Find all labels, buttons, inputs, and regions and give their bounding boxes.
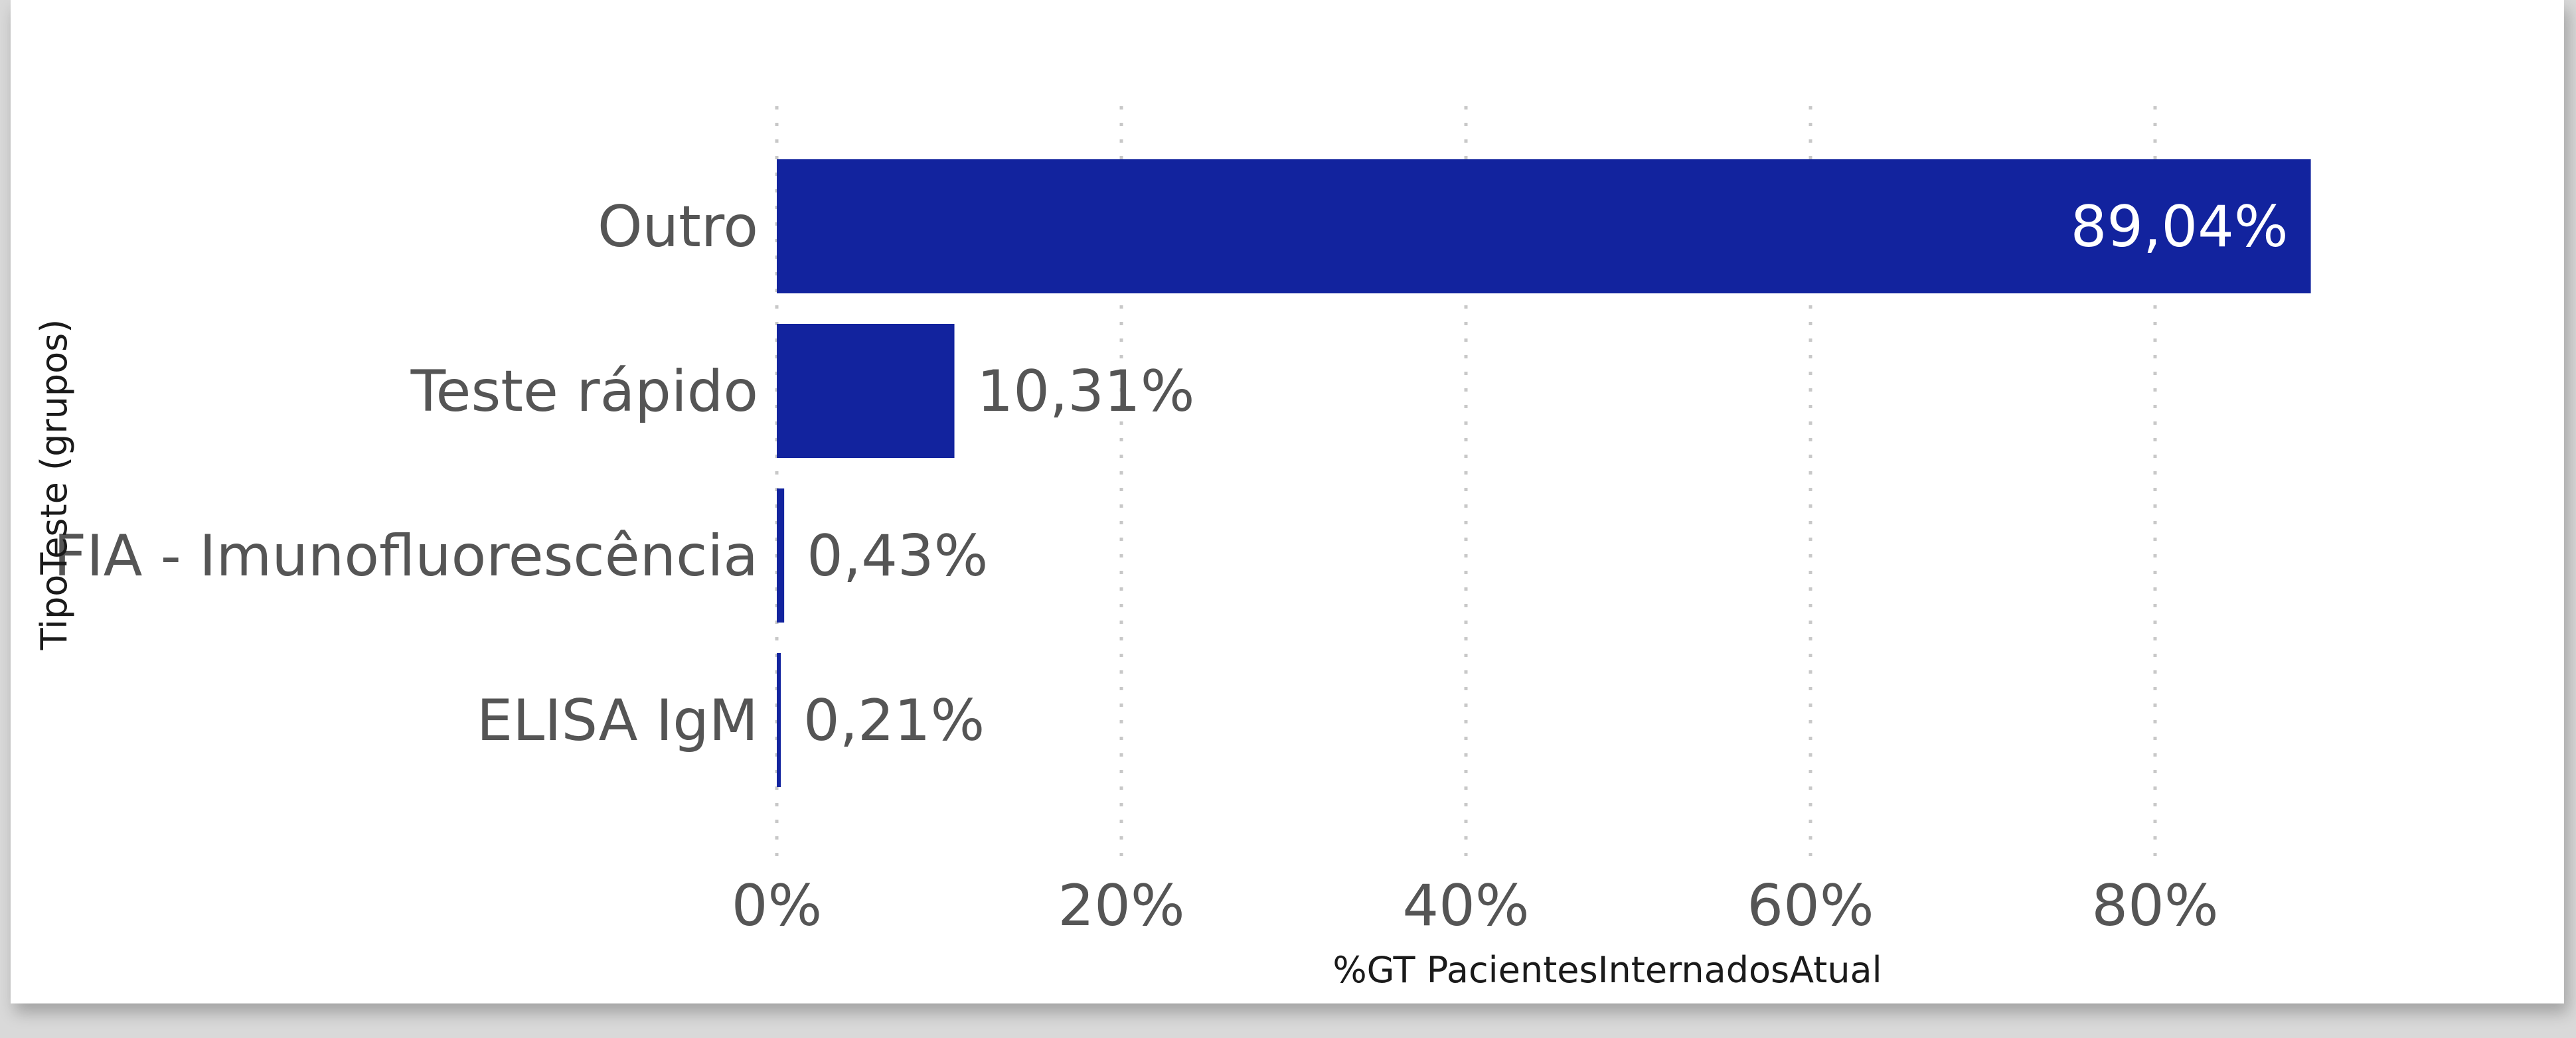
- x-tick-label: 0%: [732, 873, 822, 939]
- bar[interactable]: [777, 324, 955, 458]
- data-label: 10,31%: [977, 358, 1195, 425]
- data-label: 89,04%: [2071, 194, 2289, 260]
- x-tick-label: 80%: [2091, 873, 2218, 939]
- bar[interactable]: [777, 488, 785, 623]
- category-label: FIA - Imunofluorescência: [54, 523, 758, 589]
- x-tick-label: 20%: [1058, 873, 1184, 939]
- bars: 89,04% 10,31% 0,43% 0,21%: [777, 159, 2311, 787]
- category-labels: Outro Teste rápido FIA - Imunofluorescênci…: [54, 194, 758, 754]
- chart-card: 89,04% 10,31% 0,43% 0,21% Outro Teste rápido…: [11, 0, 2564, 1003]
- x-tick-labels: 0% 20% 40% 60% 80%: [732, 873, 2219, 939]
- x-axis-title: %GT PacientesInternadosAtual: [1332, 949, 1882, 991]
- category-label: ELISA IgM: [477, 688, 758, 754]
- x-tick-label: 60%: [1747, 873, 1874, 939]
- category-label: Outro: [598, 194, 758, 260]
- bar[interactable]: [777, 159, 2311, 293]
- x-tick-label: 40%: [1402, 873, 1529, 939]
- data-label: 0,43%: [807, 523, 988, 589]
- bar[interactable]: [777, 653, 781, 787]
- y-axis-title: TipoTeste (grupos): [33, 319, 75, 651]
- bar-chart: 89,04% 10,31% 0,43% 0,21% Outro Teste rápido…: [33, 106, 2311, 991]
- data-label: 0,21%: [803, 688, 985, 754]
- category-label: Teste rápido: [410, 358, 758, 425]
